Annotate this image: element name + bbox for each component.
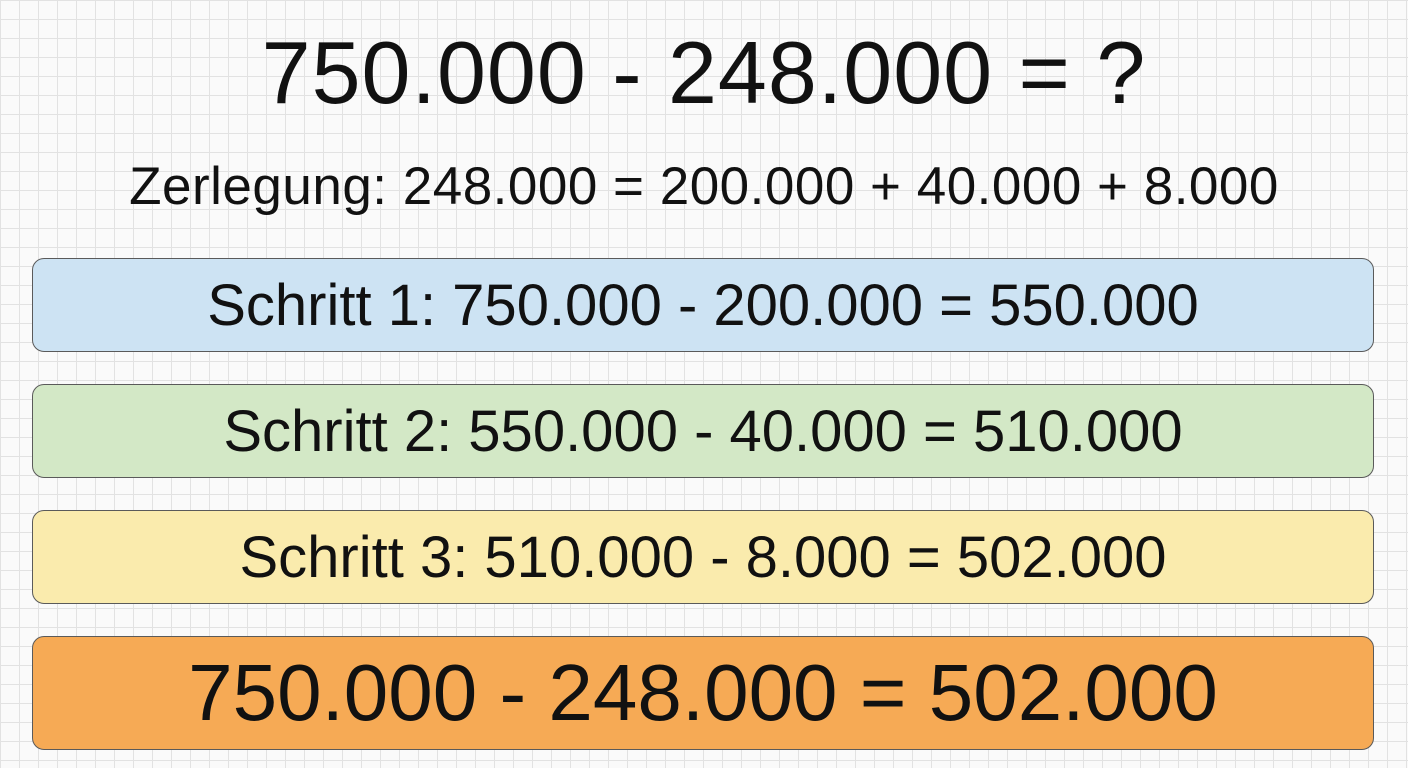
result-box: 750.000 - 248.000 = 502.000 [32,636,1374,750]
result-text: 750.000 - 248.000 = 502.000 [188,648,1218,737]
step-3-text: Schritt 3: 510.000 - 8.000 = 502.000 [239,524,1167,590]
step-3-box: Schritt 3: 510.000 - 8.000 = 502.000 [32,510,1374,604]
step-2-text: Schritt 2: 550.000 - 40.000 = 510.000 [223,398,1183,464]
step-1-box: Schritt 1: 750.000 - 200.000 = 550.000 [32,258,1374,352]
step-2-box: Schritt 2: 550.000 - 40.000 = 510.000 [32,384,1374,478]
problem-statement: 750.000 - 248.000 = ? [261,23,1147,122]
step-1-text: Schritt 1: 750.000 - 200.000 = 550.000 [207,272,1199,338]
decomposition-line: Zerlegung: 248.000 = 200.000 + 40.000 + … [129,157,1279,216]
